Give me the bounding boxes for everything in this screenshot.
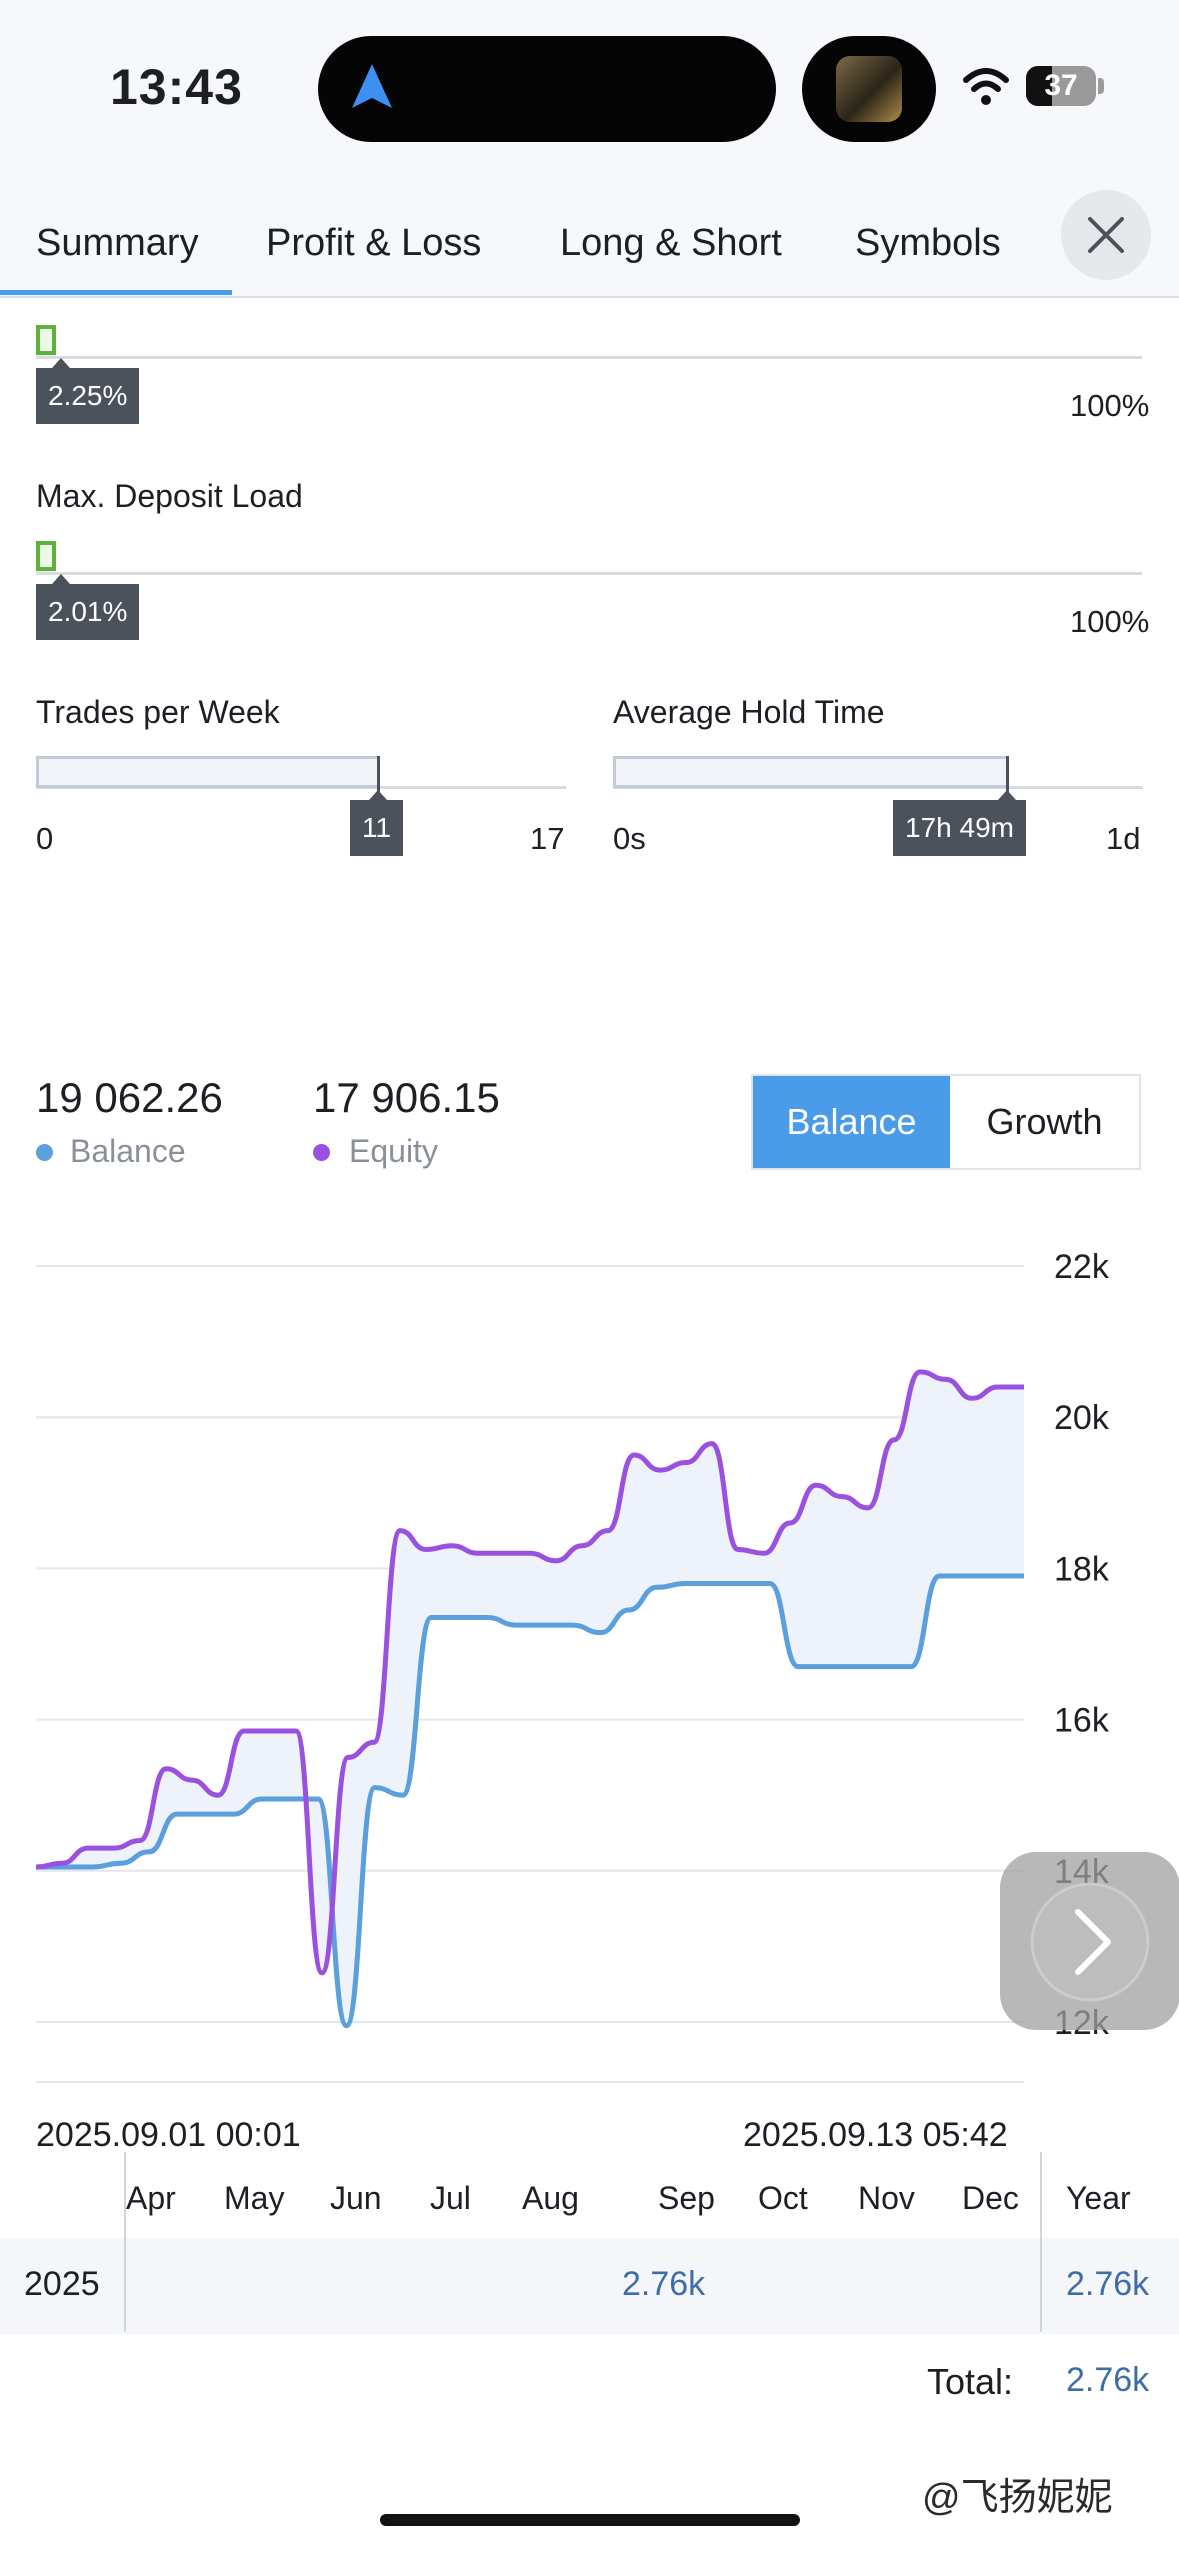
battery-percent: 37 — [1044, 69, 1078, 102]
month-oct: Oct — [758, 2180, 808, 2216]
trades-per-week-label: Trades per Week — [36, 694, 280, 730]
month-sep: Sep — [658, 2180, 715, 2216]
y-tick-label: 16k — [1054, 1702, 1110, 1740]
balance-value: 19 062.26 — [36, 1074, 223, 1121]
balance-label: Balance — [70, 1133, 186, 1169]
load-value-tag: 2.25% — [36, 368, 140, 424]
total-value: 2.76k — [1066, 2361, 1150, 2399]
pointer-icon — [52, 358, 70, 368]
pointer-icon — [998, 790, 1016, 800]
next-chart-button[interactable] — [1000, 1852, 1179, 2030]
trades-value-tag: 11 — [350, 800, 404, 856]
pointer-icon — [52, 574, 70, 584]
dynamic-island — [318, 36, 776, 142]
avg-hold-time-label: Average Hold Time — [613, 694, 885, 730]
year-label: 2025 — [24, 2265, 100, 2303]
year-column-header: Year — [1066, 2180, 1131, 2216]
y-tick-label: 20k — [1054, 1399, 1110, 1437]
load-max-label: 100% — [1070, 388, 1150, 423]
home-indicator[interactable] — [380, 2514, 800, 2526]
hold-time-min: 0s — [613, 821, 646, 856]
hold-time-max: 1d — [1106, 821, 1141, 856]
year-row-value[interactable]: 2.76k — [622, 2265, 706, 2303]
month-nov: Nov — [858, 2180, 915, 2216]
deposit-load-label: Max. Deposit Load — [36, 478, 303, 514]
chart-start-date: 2025.09.01 00:01 — [36, 2116, 301, 2154]
trades-range — [36, 756, 378, 788]
wifi-icon — [963, 68, 1009, 105]
table-divider — [124, 2152, 126, 2332]
watermark: @飞扬妮妮 — [922, 2477, 1113, 2519]
status-time: 13:43 — [110, 59, 243, 115]
equity-series-line — [35, 1369, 1024, 1976]
close-icon — [1088, 217, 1124, 253]
equity-label: Equity — [349, 1133, 438, 1169]
y-tick-label: 22k — [1054, 1248, 1110, 1286]
balance-toggle-button[interactable]: Balance — [753, 1076, 950, 1168]
tab-summary[interactable]: Summary — [36, 222, 199, 264]
equity-value: 17 906.15 — [313, 1074, 500, 1121]
total-label: Total: — [927, 2361, 1014, 2402]
active-tab-indicator — [0, 290, 232, 295]
battery-icon: 37 — [1026, 66, 1104, 106]
month-jun: Jun — [330, 2180, 382, 2216]
y-tick-label: 18k — [1054, 1550, 1110, 1588]
trades-max: 17 — [530, 821, 565, 856]
year-row — [0, 2238, 1179, 2334]
chevron-right-icon — [1030, 1882, 1150, 2002]
trades-range-end — [377, 756, 380, 796]
close-button[interactable] — [1061, 190, 1151, 280]
battery-fill — [1026, 66, 1052, 106]
equity-balance-gap-area — [36, 1371, 1024, 2026]
chart-end-date: 2025.09.13 05:42 — [743, 2116, 1008, 2154]
deposit-load-max-label: 100% — [1070, 604, 1150, 639]
tab-symbols[interactable]: Symbols — [855, 222, 1001, 264]
chart-mode-toggle: Balance Growth — [751, 1074, 1141, 1170]
load-marker — [36, 325, 56, 355]
hold-time-range-end — [1006, 756, 1009, 796]
tab-profit-loss[interactable]: Profit & Loss — [266, 222, 482, 264]
hold-time-range — [613, 756, 1007, 788]
deposit-load-marker — [36, 541, 56, 571]
navigation-arrow-icon — [352, 64, 392, 108]
balance-series-line — [35, 1573, 1024, 2029]
deposit-load-value-tag: 2.01% — [36, 584, 140, 640]
tab-long-short[interactable]: Long & Short — [560, 222, 782, 264]
trades-min: 0 — [36, 821, 54, 856]
album-art-icon — [836, 56, 902, 122]
month-aug: Aug — [522, 2180, 579, 2216]
load-track — [36, 356, 1142, 359]
year-total-value: 2.76k — [1066, 2265, 1150, 2303]
hold-time-value-tag: 17h 49m — [893, 800, 1026, 856]
table-divider — [1040, 2152, 1042, 2332]
equity-dot-icon — [313, 1144, 330, 1161]
month-dec: Dec — [962, 2180, 1019, 2216]
deposit-load-track — [36, 572, 1142, 575]
month-may: May — [224, 2180, 285, 2216]
balance-dot-icon — [36, 1144, 53, 1161]
pointer-icon — [369, 790, 387, 800]
month-apr: Apr — [126, 2180, 176, 2216]
month-jul: Jul — [430, 2180, 471, 2216]
growth-toggle-button[interactable]: Growth — [986, 1101, 1103, 1142]
tab-bar: Summary Profit & Loss Long & Short Symbo… — [0, 170, 1179, 298]
